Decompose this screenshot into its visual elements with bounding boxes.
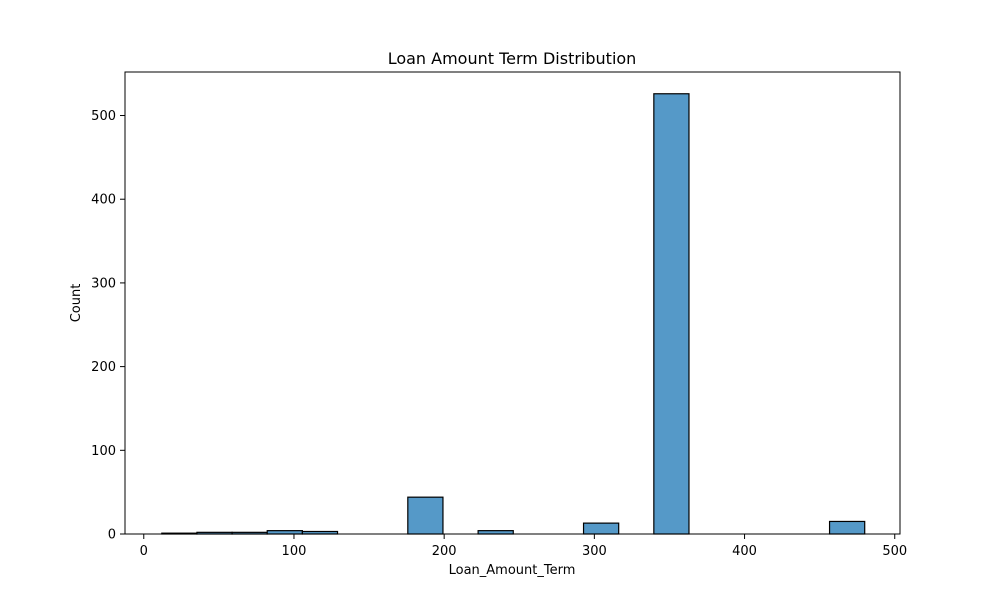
y-tick-label-5: 500	[91, 109, 116, 124]
y-tick-label-0: 0	[108, 528, 116, 543]
chart-title: Loan Amount Term Distribution	[388, 49, 637, 68]
histogram-bar-9	[477, 530, 514, 535]
y-axis-label: Count	[69, 284, 84, 323]
y-tick-label-4: 400	[91, 193, 116, 208]
x-tick-label-4: 400	[732, 544, 757, 559]
x-tick-label-3: 300	[582, 544, 607, 559]
plot-frame	[124, 71, 901, 535]
histogram-bar-14	[653, 93, 690, 535]
x-tick-label-1: 100	[282, 544, 307, 559]
x-axis-ticks: 0 100 200 300 400 500	[140, 534, 907, 559]
histogram-bar-12	[582, 522, 620, 535]
x-tick-label-5: 500	[882, 544, 907, 559]
x-tick-label-2: 200	[432, 544, 457, 559]
x-axis-label: Loan_Amount_Term	[449, 563, 576, 578]
histogram-bar-7	[407, 496, 444, 535]
histogram-bar-3	[266, 530, 303, 535]
y-tick-label-3: 300	[91, 276, 116, 291]
bars-group	[161, 93, 866, 535]
y-axis-ticks: 0 100 200 300 400 500	[91, 109, 125, 543]
histogram-bar-19	[828, 520, 866, 535]
y-tick-label-2: 200	[91, 360, 116, 375]
x-tick-label-0: 0	[140, 544, 148, 559]
y-tick-label-1: 100	[91, 444, 116, 459]
